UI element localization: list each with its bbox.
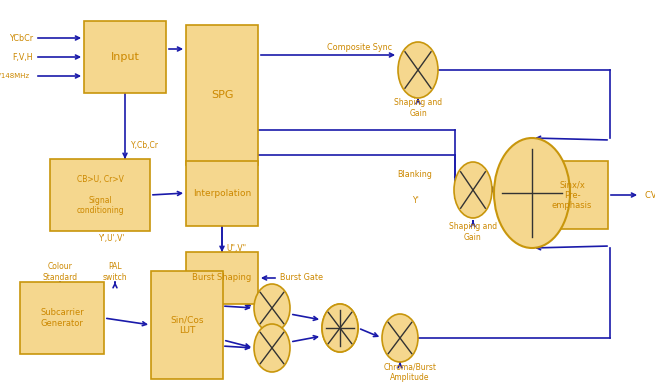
FancyBboxPatch shape — [20, 282, 104, 354]
Text: Interpolation: Interpolation — [193, 189, 251, 198]
FancyBboxPatch shape — [84, 21, 166, 93]
Text: Input: Input — [111, 52, 140, 62]
Text: Shaping and
Gain: Shaping and Gain — [449, 222, 497, 242]
Text: U",V": U",V" — [226, 243, 246, 252]
Ellipse shape — [398, 42, 438, 98]
Text: Y,Cb,Cr: Y,Cb,Cr — [131, 140, 159, 149]
Text: Shaping and
Gain: Shaping and Gain — [394, 98, 442, 118]
Text: Blanking: Blanking — [398, 169, 432, 178]
Ellipse shape — [254, 284, 290, 332]
Text: PAL
switch: PAL switch — [103, 262, 127, 282]
FancyBboxPatch shape — [151, 271, 223, 379]
Ellipse shape — [382, 314, 418, 362]
Ellipse shape — [322, 304, 358, 352]
Text: CVBS Out: CVBS Out — [645, 191, 655, 200]
FancyBboxPatch shape — [186, 160, 258, 225]
Text: Colour
Standard: Colour Standard — [43, 262, 77, 282]
Ellipse shape — [254, 324, 290, 372]
Text: Burst Gate: Burst Gate — [280, 274, 323, 283]
FancyBboxPatch shape — [50, 159, 150, 231]
Text: CB>U, Cr>V

Signal
conditioning: CB>U, Cr>V Signal conditioning — [76, 175, 124, 215]
FancyBboxPatch shape — [536, 161, 608, 229]
Text: Sin/Cos
LUT: Sin/Cos LUT — [170, 315, 204, 335]
Ellipse shape — [454, 162, 492, 218]
Text: Subcarrier
Generator: Subcarrier Generator — [40, 308, 84, 328]
FancyBboxPatch shape — [186, 252, 258, 304]
Text: 27/36/74/148MHz: 27/36/74/148MHz — [0, 73, 30, 79]
Text: Y': Y' — [411, 196, 419, 205]
Text: Composite Sync: Composite Sync — [328, 42, 392, 51]
Text: SPG: SPG — [211, 90, 233, 100]
Text: Chroma/Burst
Amplitude: Chroma/Burst Amplitude — [383, 362, 436, 382]
Text: Y',U',V': Y',U',V' — [99, 234, 125, 243]
Text: YCbCr: YCbCr — [9, 33, 33, 42]
Text: F,V,H: F,V,H — [12, 53, 33, 62]
Text: Sinx/x
Pre-
emphasis: Sinx/x Pre- emphasis — [552, 180, 592, 210]
FancyBboxPatch shape — [186, 25, 258, 165]
Ellipse shape — [322, 304, 358, 352]
Ellipse shape — [494, 138, 570, 248]
Text: Burst Shaping: Burst Shaping — [193, 274, 252, 283]
